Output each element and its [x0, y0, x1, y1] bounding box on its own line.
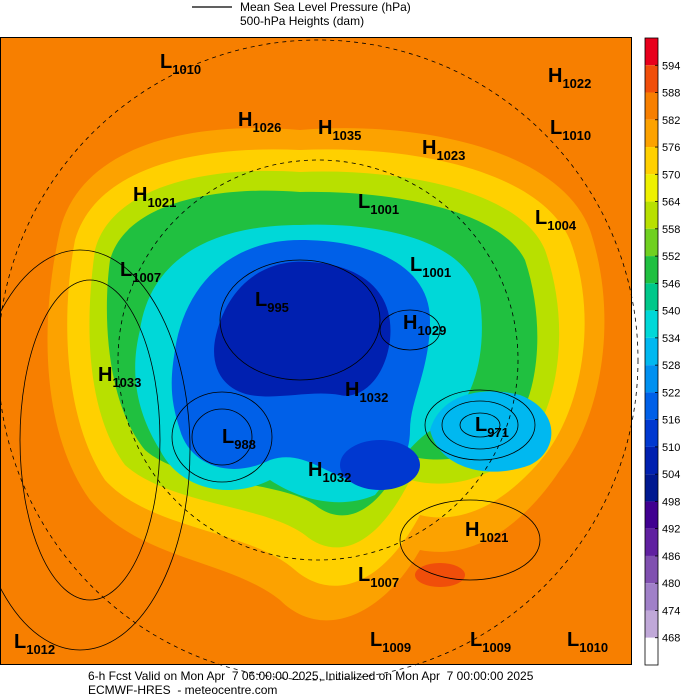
colorbar-label: 570	[662, 169, 680, 181]
pressure-center: H1026	[238, 109, 281, 135]
pressure-center: L1007	[358, 564, 399, 590]
colorbar-label: 534	[662, 333, 680, 345]
pressure-center: H1021	[465, 519, 508, 545]
pressure-center: L1009	[370, 629, 411, 655]
pressure-center: L1010	[550, 117, 591, 143]
pressure-center: H1033	[98, 364, 141, 390]
height-region	[214, 261, 391, 397]
colorbar-segment	[645, 174, 658, 202]
pressure-center: L1010	[567, 629, 608, 655]
colorbar-label: 582	[662, 115, 680, 127]
colorbar-segment	[645, 65, 658, 93]
pressure-center: H1029	[403, 312, 446, 338]
colorbar-label: 522	[662, 387, 680, 399]
colorbar-label: 558	[662, 224, 680, 236]
pressure-center: H1023	[422, 137, 465, 163]
colorbar-segment	[645, 501, 658, 529]
colorbar-segment	[645, 474, 658, 502]
colorbar-segment	[645, 256, 658, 284]
footer-text: ECMWF-HRES - meteocentre.com	[88, 683, 277, 697]
map: L1010 H1022 H1026 H1035 H1023 L1010 H102…	[0, 37, 639, 681]
map-frame	[0, 37, 632, 665]
pressure-center: H1022	[548, 65, 591, 91]
colorbar-frame	[644, 37, 659, 666]
colorbar-segment	[645, 555, 658, 584]
colorbar-segment	[645, 119, 658, 148]
pressure-center: L988	[222, 426, 256, 452]
colorbar-segment	[645, 446, 658, 475]
colorbar-segment	[645, 583, 658, 611]
pressure-center: L1009	[470, 629, 511, 655]
colorbar-label: 474	[662, 605, 680, 617]
pressure-center: L1010	[160, 51, 201, 77]
colorbar-segment	[645, 38, 658, 66]
colorbar-label: 492	[662, 524, 680, 536]
colorbar-segment	[645, 147, 658, 175]
legend-text: Mean Sea Level Pressure (hPa)	[240, 0, 411, 14]
colorbar-segment	[645, 419, 658, 447]
pressure-center: H1032	[345, 379, 388, 405]
colorbar-segment	[645, 92, 658, 120]
pressure-center: L1001	[410, 254, 451, 280]
colorbar-label: 588	[662, 88, 680, 100]
colorbar-label: 480	[662, 578, 680, 590]
pressure-center: H1032	[308, 459, 351, 485]
isobars	[0, 39, 639, 681]
pressure-centers: L1010 H1022 H1026 H1035 H1023 L1010 H102…	[14, 51, 608, 657]
pressure-center: H1035	[318, 117, 361, 143]
colorbar-label: 564	[662, 197, 680, 209]
pressure-center: L1001	[358, 191, 399, 217]
colorbar-segment	[645, 337, 658, 366]
colorbar-segment	[645, 637, 658, 665]
colorbar-segment	[645, 201, 658, 229]
pressure-center: L971	[475, 414, 509, 440]
colorbar-segment	[645, 283, 658, 311]
pressure-center: L1007	[120, 259, 161, 285]
height-region	[340, 440, 420, 490]
colorbar-segment	[645, 365, 658, 393]
legend-text: 500-hPa Heights (dam)	[240, 14, 364, 28]
footer-text: 6-h Fcst Valid on Mon Apr 7 06:00:00 202…	[88, 669, 534, 683]
colorbar-segment	[645, 528, 658, 556]
colorbar-segment	[645, 392, 658, 420]
colorbar-label: 510	[662, 442, 680, 454]
colorbar-label: 594	[662, 60, 680, 72]
colorbar-segment	[645, 228, 658, 257]
colorbar-label: 576	[662, 142, 680, 154]
colorbar-segment	[645, 610, 658, 638]
height-region	[430, 391, 552, 472]
colorbar-segment	[645, 310, 658, 338]
colorbar-label: 552	[662, 251, 680, 263]
height-region	[415, 563, 465, 587]
colorbar-label: 486	[662, 551, 680, 563]
colorbar-label: 540	[662, 306, 680, 318]
pressure-center: L1012	[14, 631, 55, 657]
pressure-center: H1021	[133, 184, 176, 210]
pressure-center: L995	[255, 289, 289, 315]
colorbar-label: 504	[662, 469, 680, 481]
colorbar: 594 588 582 576 570 564 558 552 546 540 534 528 522 5…	[644, 37, 680, 666]
colorbar-label: 516	[662, 415, 680, 427]
colorbar-label: 528	[662, 360, 680, 372]
pressure-center: L1004	[535, 207, 577, 233]
colorbar-label: 468	[662, 633, 680, 645]
colorbar-label: 546	[662, 278, 680, 290]
colorbar-label: 498	[662, 496, 680, 508]
